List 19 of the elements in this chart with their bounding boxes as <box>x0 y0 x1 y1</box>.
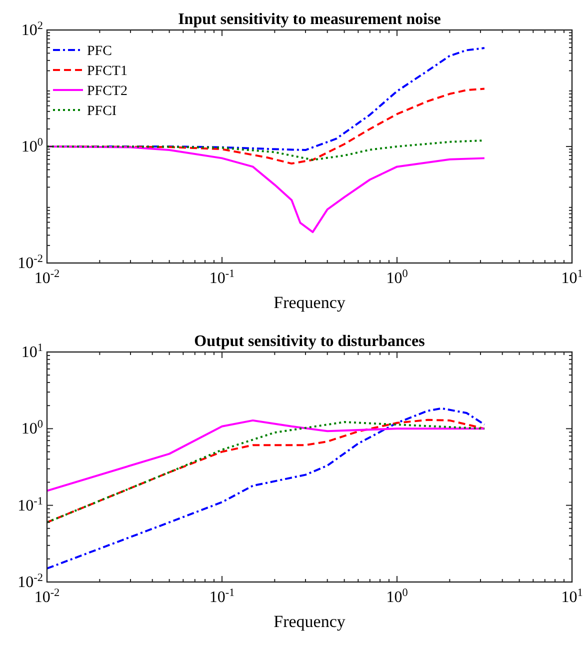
x-axis-title: Frequency <box>274 293 346 312</box>
x-tick-label: 10$^{0}$ <box>386 268 408 287</box>
y-tick-label: 10$^{-1}$ <box>18 495 43 514</box>
chart-title: Output sensitivity to disturbances <box>194 333 425 350</box>
x-tick-label: 10$^{1}$ <box>561 268 583 287</box>
x-tick-label: 10$^{0}$ <box>386 587 408 606</box>
y-tick-label: 10$^{0}$ <box>21 418 44 438</box>
x-axis-title: Frequency <box>274 612 346 631</box>
y-tick-label: 10$^{0}$ <box>21 136 44 156</box>
x-tick-label: 10$^{-1}$ <box>209 268 235 287</box>
legend-label: PFCT1 <box>87 64 128 79</box>
y-tick-label: 10$^{1}$ <box>21 342 43 361</box>
x-tick-label: 10$^{-1}$ <box>209 587 235 606</box>
legend-label: PFCT2 <box>87 84 128 99</box>
legend-label: PFC <box>87 44 112 59</box>
legend-label: PFCI <box>87 104 117 119</box>
y-tick-label: 10$^{2}$ <box>21 20 43 39</box>
chart-title: Input sensitivity to measurement noise <box>178 11 441 28</box>
x-tick-label: 10$^{1}$ <box>561 587 583 606</box>
